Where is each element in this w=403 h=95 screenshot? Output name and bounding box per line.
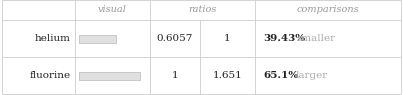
Text: fluorine: fluorine [30, 71, 71, 80]
Text: larger: larger [296, 71, 328, 80]
Text: 1: 1 [224, 34, 231, 43]
Text: comparisons: comparisons [297, 6, 359, 15]
Text: 39.43%: 39.43% [263, 34, 305, 43]
Text: 0.6057: 0.6057 [157, 34, 193, 43]
Text: visual: visual [98, 6, 127, 15]
Text: 1.651: 1.651 [213, 71, 242, 80]
Text: helium: helium [35, 34, 71, 43]
Bar [79, 34, 116, 42]
Text: smaller: smaller [296, 34, 335, 43]
Bar [79, 72, 140, 80]
Text: 1: 1 [172, 71, 178, 80]
Text: 65.1%: 65.1% [263, 71, 298, 80]
Text: ratios: ratios [188, 6, 217, 15]
